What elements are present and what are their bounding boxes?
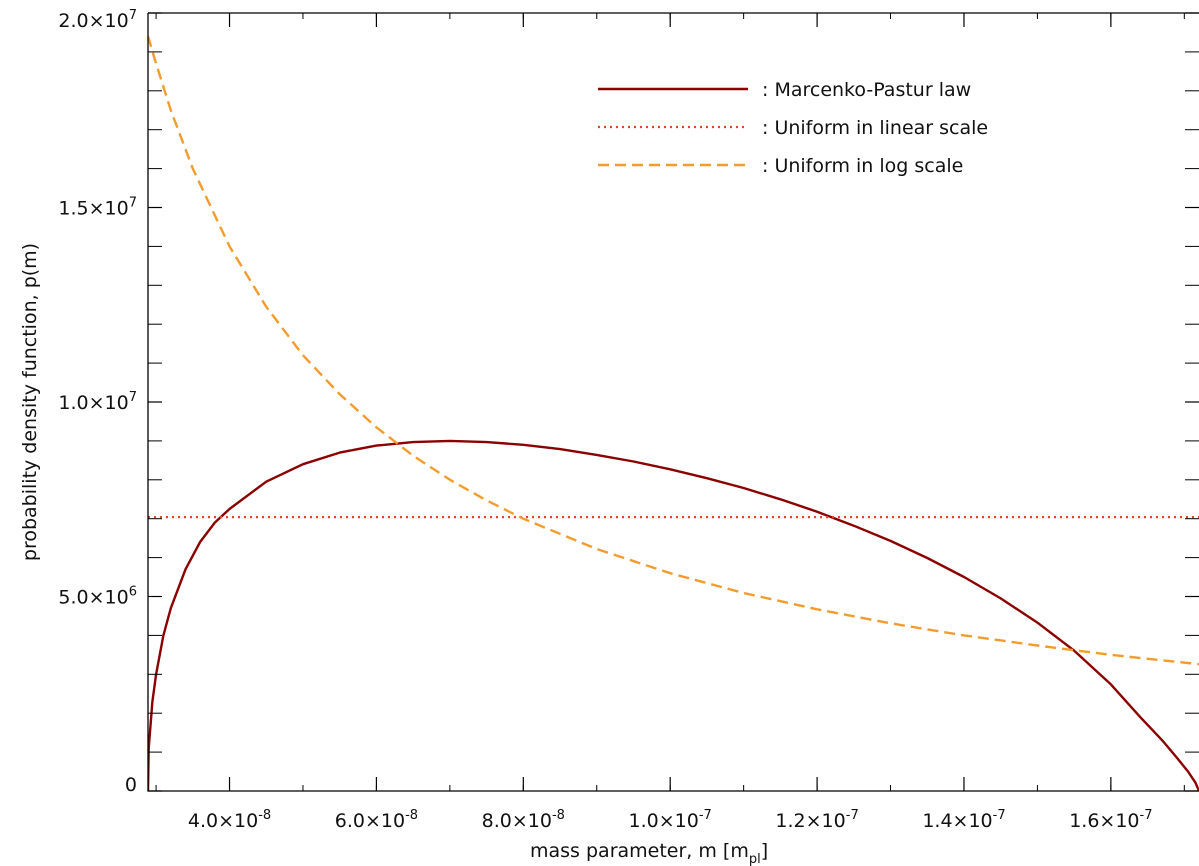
x-tick-label: 1.4×10-7	[922, 808, 1005, 832]
legend-label: : Uniform in linear scale	[762, 117, 988, 139]
x-tick-label: 8.0×10-8	[482, 808, 565, 832]
x-tick-label: 1.0×10-7	[629, 808, 712, 832]
x-tick-label: 6.0×10-8	[335, 808, 418, 832]
y-tick-label: 2.0×107	[58, 8, 137, 32]
legend-label: : Marcenko-Pastur law	[762, 79, 971, 101]
x-axis-title: mass parameter, m [mpl]	[530, 840, 768, 866]
x-tick-label: 1.2×10-7	[775, 808, 858, 832]
x-tick-label: 4.0×10-8	[188, 808, 271, 832]
y-tick-label: 5.0×106	[58, 585, 137, 609]
plot-curves	[148, 35, 1199, 791]
series-line-1	[148, 439, 1199, 791]
tick-labels: 4.0×10-8 6.0×10-8 8.0×10-8 1.0×10-7 1.2×10-7…	[58, 8, 1152, 832]
series-line-3	[148, 35, 1199, 666]
axis-frame	[147, 13, 1199, 792]
y-tick-label: 1.0×107	[58, 390, 137, 414]
y-tick-label: 0	[125, 774, 137, 796]
x-axis-title-main: mass parameter, m	[530, 840, 717, 862]
legend: : Marcenko-Pastur law : Uniform in linear…	[598, 79, 988, 177]
plot-axes	[147, 12, 1199, 792]
x-tick-label: 1.6×10-7	[1069, 808, 1152, 832]
y-tick-label: 1.5×107	[58, 196, 137, 220]
legend-label: : Uniform in log scale	[762, 155, 963, 177]
y-axis-title: probability density function, p(m)	[19, 243, 41, 561]
